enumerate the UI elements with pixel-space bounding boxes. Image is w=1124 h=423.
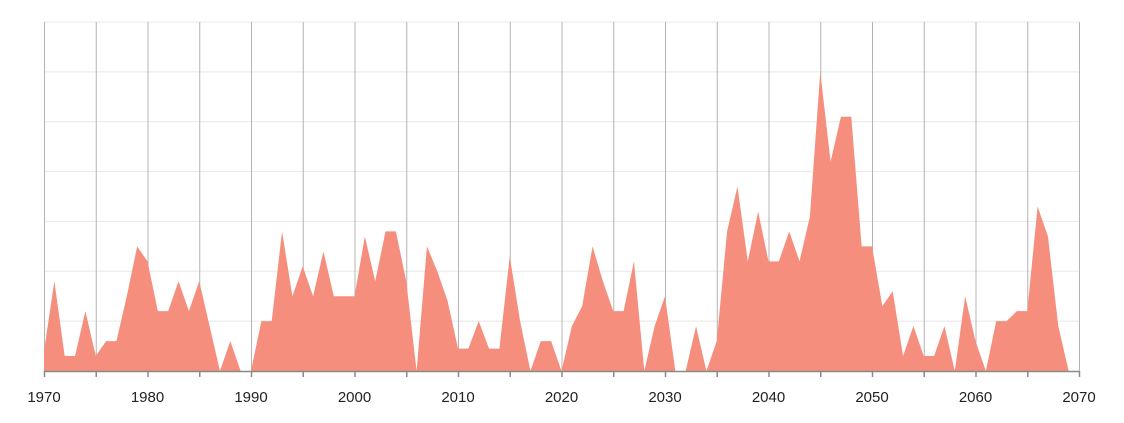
x-tick-label: 2040 [752,389,785,406]
x-tick-label: 2020 [545,389,578,406]
x-tick-label: 1970 [27,389,60,406]
x-tick-label: 2050 [855,389,888,406]
x-tick-label: 2030 [648,389,681,406]
x-tick-label: 1990 [234,389,267,406]
area-series [44,71,1069,371]
x-tick-label: 2000 [338,389,371,406]
x-tick-label: 2070 [1062,389,1095,406]
x-tick-label: 2010 [441,389,474,406]
x-tick-label: 1980 [131,389,164,406]
x-tick-label: 2060 [959,389,992,406]
